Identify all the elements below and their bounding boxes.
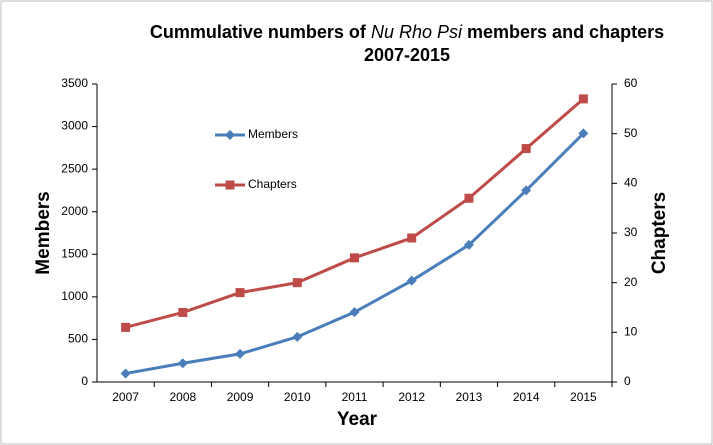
chart-title: Cummulative numbers of Nu Rho Psi member…: [150, 22, 664, 42]
y2-tick-label: 40: [624, 176, 638, 190]
series-marker: [463, 239, 474, 250]
y-tick-label: 0: [81, 374, 88, 388]
x-tick-label: 2009: [227, 390, 254, 404]
series-marker: [121, 322, 131, 332]
x-tick-label: 2010: [284, 390, 311, 404]
legend-label: Members: [248, 127, 298, 141]
series-marker: [177, 358, 188, 369]
series-marker: [292, 331, 303, 342]
title-part: Cummulative numbers of: [150, 22, 367, 42]
legend-label: Chapters: [248, 177, 297, 191]
y2-tick-label: 60: [624, 76, 638, 90]
series-marker: [407, 233, 417, 243]
y-tick-label: 2000: [61, 204, 88, 218]
y2-axis-title: Chapters: [649, 192, 670, 274]
y-tick-label: 3000: [61, 119, 88, 133]
legend-marker: [225, 180, 235, 190]
y2-tick-label: 30: [624, 225, 638, 239]
series-marker: [292, 278, 302, 288]
y2-tick-label: 0: [624, 374, 631, 388]
y-tick-label: 3500: [61, 76, 88, 90]
y2-tick-label: 20: [624, 275, 638, 289]
series-marker: [406, 275, 417, 286]
x-tick-label: 2014: [513, 390, 540, 404]
series-marker: [120, 368, 131, 379]
y-tick-label: 1500: [61, 246, 88, 260]
y2-tick-label: 50: [624, 126, 638, 140]
series-marker: [235, 348, 246, 359]
series-marker: [464, 193, 474, 203]
series-marker: [521, 144, 531, 154]
y2-tick-label: 10: [624, 325, 638, 339]
series-marker: [350, 253, 359, 263]
y-tick-label: 1000: [61, 289, 88, 303]
legend-marker: [225, 130, 235, 140]
x-tick-label: 2008: [169, 390, 196, 404]
x-tick-label: 2011: [342, 390, 368, 404]
x-tick-label: 2013: [456, 390, 483, 404]
series-marker: [235, 288, 245, 298]
title-end: members and chapters: [467, 22, 664, 42]
x-tick-label: 2007: [112, 390, 139, 404]
x-tick-label: 2015: [570, 390, 597, 404]
series-marker: [578, 128, 589, 139]
y-tick-label: 2500: [61, 161, 88, 175]
chart-subtitle: 2007-2015: [364, 45, 450, 65]
series-marker: [578, 94, 588, 104]
title-italic: Nu Rho Psi: [371, 22, 463, 42]
series-marker: [178, 307, 188, 317]
series-marker: [349, 307, 360, 318]
y-tick-label: 500: [68, 332, 88, 346]
series-marker: [521, 185, 532, 196]
x-axis-title: Year: [337, 409, 378, 430]
y-axis-title: Members: [33, 191, 54, 274]
x-tick-label: 2012: [398, 390, 425, 404]
